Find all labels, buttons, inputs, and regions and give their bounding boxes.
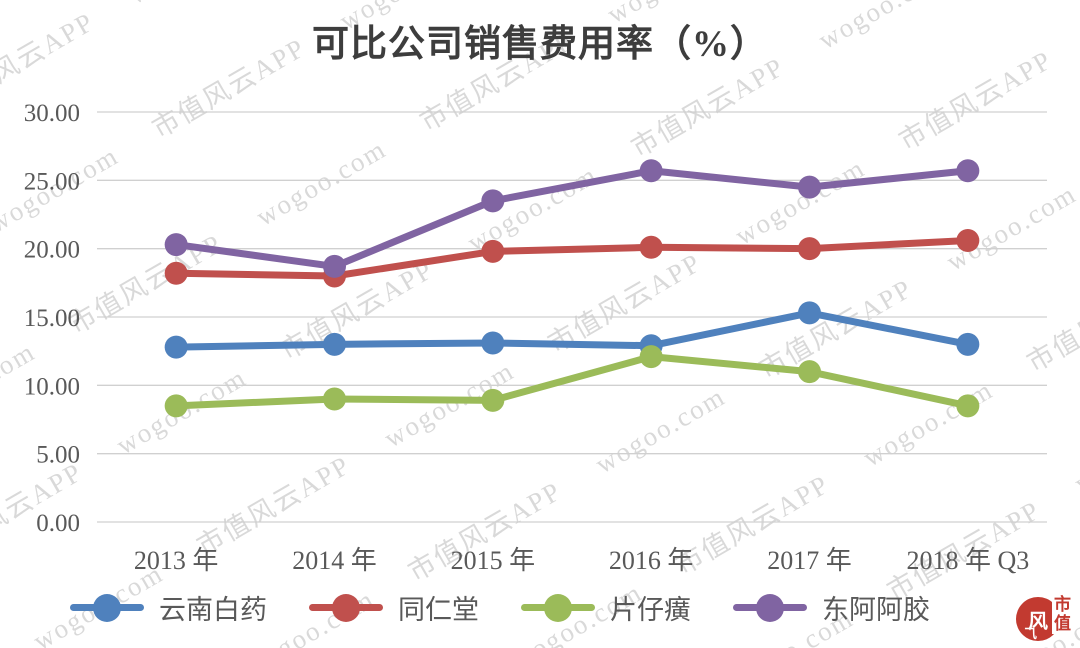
data-point-东阿阿胶 [481, 189, 505, 213]
series-line-同仁堂 [172, 236, 972, 280]
y-tick-label: 5.00 [36, 442, 80, 469]
y-tick-label: 10.00 [24, 373, 80, 400]
series-line-云南白药 [172, 309, 972, 351]
legend-marker-icon [521, 593, 595, 622]
data-point-东阿阿胶 [164, 233, 188, 257]
legend-item-云南白药: 云南白药 [70, 588, 267, 627]
data-point-同仁堂 [956, 228, 980, 252]
y-tick-label: 0.00 [36, 510, 80, 537]
chart-title: 可比公司销售费用率（%） [312, 24, 768, 65]
legend-item-片仔癀: 片仔癀 [521, 588, 691, 627]
y-tick-label: 20.00 [24, 237, 80, 264]
legend-dot [544, 593, 572, 622]
data-point-云南白药 [481, 331, 505, 355]
y-tick-label: 15.00 [24, 305, 80, 332]
logo-text: 市 值 [1052, 594, 1073, 634]
legend-label: 东阿阿胶 [822, 595, 930, 625]
legend-marker-icon [70, 593, 144, 622]
data-point-云南白药 [798, 301, 821, 325]
data-point-东阿阿胶 [798, 175, 821, 199]
data-point-同仁堂 [164, 261, 188, 285]
data-point-云南白药 [164, 335, 188, 359]
legend-item-同仁堂: 同仁堂 [309, 588, 479, 627]
logo-wind-char: 风 [1028, 610, 1048, 633]
legend-marker-icon [733, 593, 807, 622]
x-tick-label: 2014 年 [292, 546, 377, 575]
y-tick-label: 30.00 [24, 100, 80, 127]
data-point-片仔癀 [323, 387, 346, 411]
data-point-同仁堂 [639, 235, 663, 259]
data-point-同仁堂 [798, 237, 821, 261]
x-tick-label: 2017 年 [767, 546, 852, 575]
legend-label: 片仔癀 [610, 595, 691, 625]
data-point-东阿阿胶 [323, 254, 346, 278]
data-point-片仔癀 [481, 388, 505, 412]
legend-dot [332, 593, 360, 622]
legend-label: 同仁堂 [398, 595, 479, 625]
data-point-东阿阿胶 [956, 159, 980, 183]
data-point-云南白药 [323, 332, 346, 356]
data-point-云南白药 [956, 332, 980, 356]
logo-swirl-icon: ⺄ [1024, 626, 1038, 641]
data-point-片仔癀 [639, 345, 663, 369]
x-tick-label: 2016 年 [609, 546, 694, 575]
x-tick-label: 2013 年 [134, 546, 219, 575]
data-point-片仔癀 [798, 360, 821, 384]
legend-marker-icon [309, 593, 383, 622]
series-line-片仔癀 [172, 353, 972, 410]
legend-dot [756, 593, 784, 622]
data-point-片仔癀 [164, 394, 188, 418]
legend-item-东阿阿胶: 东阿阿胶 [733, 588, 930, 627]
data-point-片仔癀 [956, 394, 980, 418]
data-point-东阿阿胶 [639, 159, 663, 183]
data-point-同仁堂 [481, 239, 505, 263]
x-tick-label: 2018 年 Q3 [906, 546, 1029, 575]
y-tick-label: 25.00 [24, 168, 80, 195]
legend-label: 云南白药 [159, 595, 267, 625]
series-line-东阿阿胶 [172, 167, 972, 270]
chart-legend: 云南白药 同仁堂 片仔癀 东阿阿胶 [0, 588, 1000, 627]
legend-dot [93, 593, 121, 622]
x-tick-label: 2015 年 [451, 546, 536, 575]
brand-logo: 风 ⺄ 市 值 [1016, 594, 1074, 646]
